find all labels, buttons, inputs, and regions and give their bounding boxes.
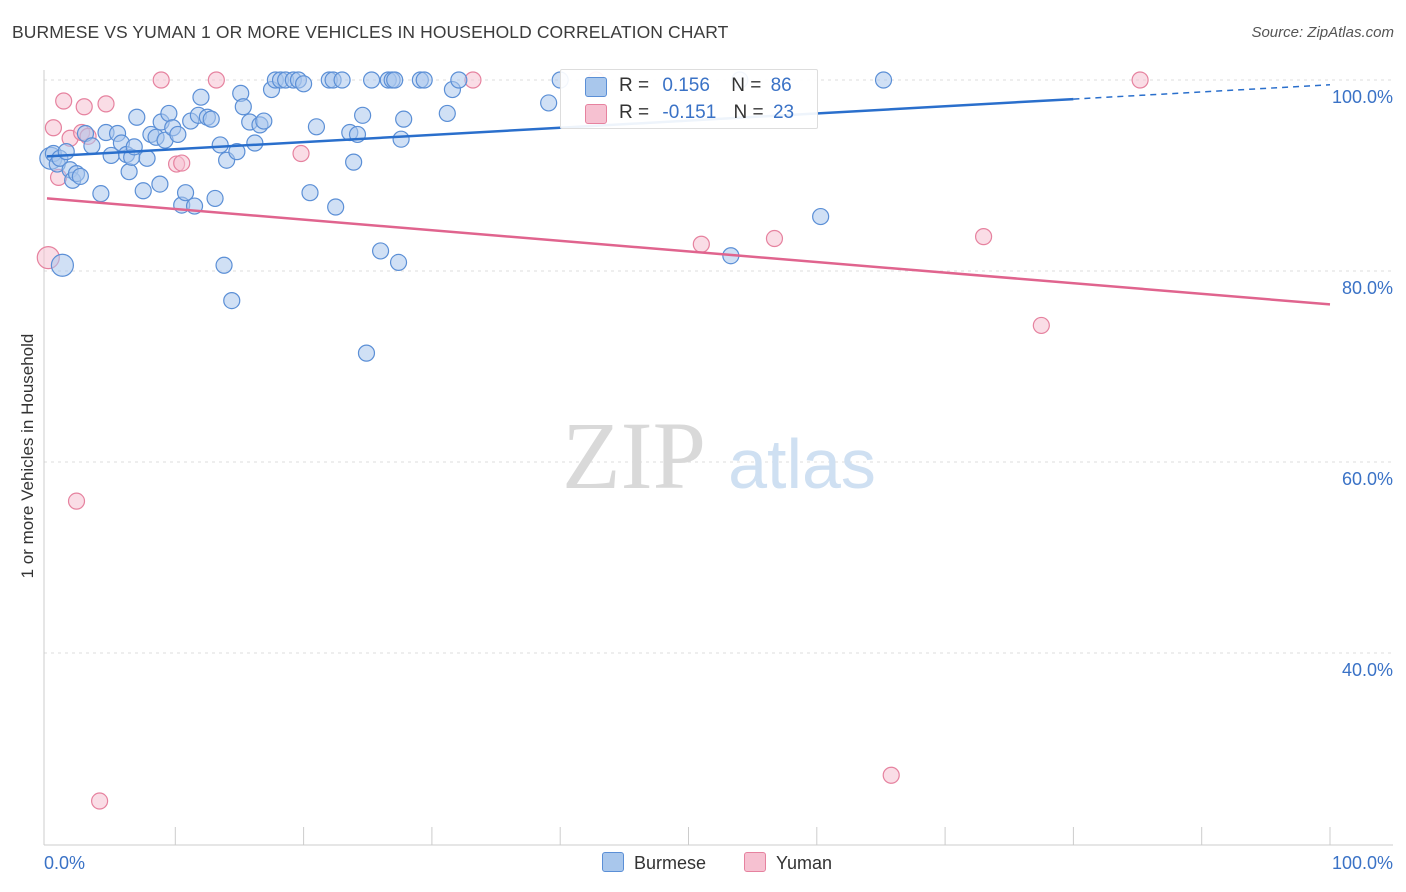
burmese-point (138, 149, 156, 167)
burmese-point (128, 108, 146, 126)
burmese-point (540, 94, 558, 112)
burmese-point (57, 143, 75, 161)
y-tick-label: 60.0% (1342, 469, 1393, 489)
burmese-point (160, 104, 178, 123)
yuman-point (152, 71, 170, 89)
burmese-r-label: R = (619, 75, 650, 96)
burmese-n-value: 86 (770, 75, 792, 96)
burmese-points (39, 71, 893, 362)
burmese-point (415, 71, 433, 89)
burmese-point (215, 256, 233, 274)
yuman-point (692, 235, 710, 253)
burmese-point (307, 118, 326, 136)
grid-lines (44, 79, 1393, 654)
burmese-point (92, 185, 110, 203)
bottom-legend-yuman: Yuman (744, 852, 832, 874)
watermark-zip: ZIP (562, 402, 706, 509)
burmese-point (295, 75, 313, 93)
burmese-point (357, 344, 376, 362)
chart-title: BURMESE VS YUMAN 1 OR MORE VEHICLES IN H… (12, 22, 729, 42)
watermark: ZIP atlas (562, 402, 876, 509)
y-tick-label: 40.0% (1342, 660, 1393, 680)
yuman-trend-line (46, 197, 1331, 306)
burmese-point (134, 182, 152, 200)
burmese-point (392, 130, 410, 148)
correlation-legend: R = 0.156 N = 86 R = -0.151 N = 23 (560, 69, 818, 129)
yuman-point (44, 119, 63, 137)
watermark-atlas: atlas (728, 425, 876, 503)
bottom-yuman-label: Yuman (776, 853, 833, 873)
burmese-point (234, 98, 252, 116)
burmese-point (255, 112, 273, 130)
yuman-point (974, 228, 993, 246)
burmese-point (71, 167, 89, 186)
yuman-point (1032, 316, 1050, 335)
burmese-point (169, 125, 187, 144)
yuman-n-value: 23 (772, 102, 795, 123)
bottom-burmese-label: Burmese (634, 853, 707, 873)
burmese-point (301, 184, 319, 202)
y-tick-label: 100.0% (1332, 87, 1393, 107)
burmese-point (812, 207, 830, 226)
burmese-point (246, 134, 264, 152)
burmese-point (202, 110, 220, 128)
burmese-point (327, 198, 345, 216)
x-tick-label-max: 100.0% (1332, 853, 1393, 873)
x-tick-label-min: 0.0% (44, 853, 85, 873)
burmese-point (83, 137, 101, 155)
bottom-legend-burmese: Burmese (602, 852, 706, 874)
yuman-r-value: -0.151 (662, 102, 717, 123)
burmese-point (176, 184, 195, 202)
burmese-point (206, 189, 224, 208)
burmese-point (223, 292, 241, 310)
axes (43, 70, 1393, 846)
burmese-point (333, 71, 351, 89)
yuman-point (75, 98, 93, 116)
yuman-point (882, 766, 900, 784)
yuman-point (97, 95, 115, 113)
yuman-point (292, 144, 310, 163)
burmese-trend-extension (1073, 84, 1331, 100)
bottom-burmese-swatch (602, 852, 624, 872)
yuman-r-label: R = (619, 102, 650, 123)
bottom-yuman-swatch (744, 852, 766, 872)
yuman-point (91, 792, 109, 810)
burmese-point (354, 106, 372, 124)
x-tick-marks (174, 827, 1331, 845)
yuman-point (207, 71, 225, 89)
burmese-point (151, 175, 169, 193)
burmese-point (192, 88, 210, 106)
source-attribution: Source: ZipAtlas.com (1251, 24, 1394, 41)
burmese-point (345, 153, 363, 171)
burmese-point (438, 104, 456, 123)
yuman-point (67, 492, 86, 510)
y-tick-labels: 100.0% 80.0% 60.0% 40.0% (1332, 87, 1393, 680)
x-tick-labels: 0.0% 100.0% (44, 853, 1393, 873)
burmese-point (120, 163, 138, 181)
burmese-point (228, 143, 246, 161)
burmese-point (211, 136, 229, 154)
burmese-point (362, 71, 381, 89)
burmese-point (450, 71, 468, 89)
burmese-point (874, 71, 893, 89)
burmese-point (389, 253, 408, 272)
burmese-point (371, 242, 390, 260)
burmese-point (50, 253, 74, 277)
burmese-point (395, 110, 413, 128)
yuman-swatch (585, 104, 607, 124)
burmese-swatch (585, 77, 607, 97)
y-tick-label: 80.0% (1342, 278, 1393, 298)
burmese-r-value: 0.156 (662, 75, 710, 96)
yuman-point (173, 154, 191, 172)
yuman-point (765, 229, 784, 248)
burmese-point (386, 71, 404, 89)
yuman-point (1131, 71, 1149, 89)
yuman-point (55, 92, 73, 110)
burmese-n-label: N = (731, 75, 762, 96)
yuman-n-label: N = (733, 102, 764, 123)
